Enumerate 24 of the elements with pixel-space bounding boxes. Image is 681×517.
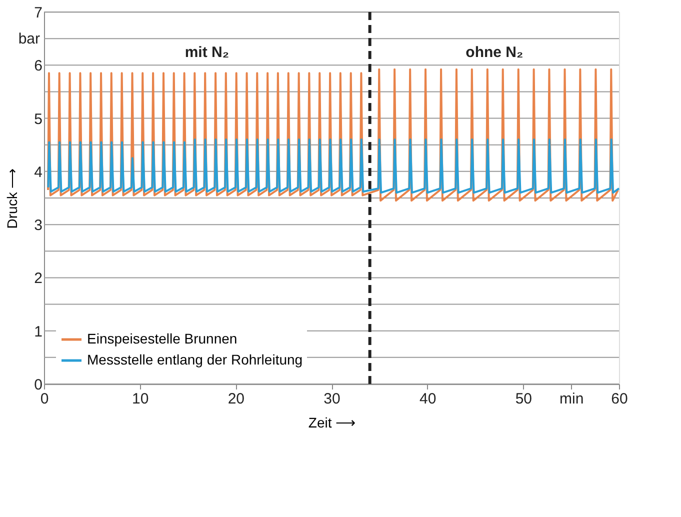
- y-tick-label: 1: [34, 323, 42, 340]
- y-tick-label: bar: [18, 30, 40, 48]
- y-tick-label: 6: [34, 58, 42, 75]
- x-axis-title: Zeit ⟶: [308, 414, 356, 430]
- x-tick-label: 40: [419, 390, 436, 408]
- y-tick-label: 3: [34, 217, 42, 234]
- y-tick-label: 0: [34, 376, 42, 394]
- x-tick-label: 10: [132, 390, 149, 408]
- x-tick-label: 20: [228, 390, 245, 408]
- y-tick-label: 2: [34, 270, 42, 288]
- y-tick-label: 7: [34, 4, 42, 22]
- x-tick-label: 60: [611, 390, 628, 408]
- legend-label: Einspeisestelle Brunnen: [87, 330, 238, 346]
- annotation: ohne N₂: [466, 44, 524, 61]
- y-tick-label: 5: [34, 110, 42, 128]
- x-tick-label: min: [559, 390, 584, 408]
- y-axis-title: Druck ⟶: [4, 168, 20, 229]
- x-tick-label: 30: [324, 390, 340, 408]
- y-tick-label: 4: [34, 164, 42, 181]
- line-series: [47, 138, 620, 194]
- line-series: [47, 68, 620, 202]
- x-tick-label: 50: [515, 390, 532, 408]
- annotation: mit N₂: [184, 44, 230, 61]
- legend-label: Messstelle entlang der Rohrleitung: [87, 352, 303, 368]
